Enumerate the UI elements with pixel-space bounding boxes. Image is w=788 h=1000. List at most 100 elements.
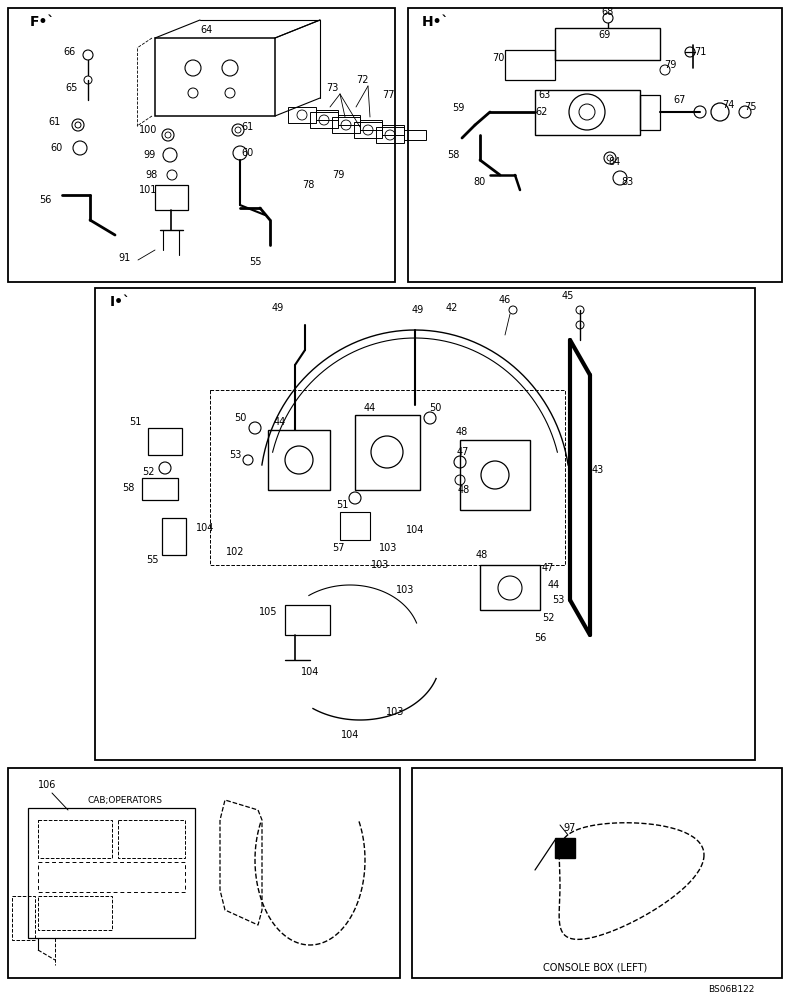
Text: 84: 84 — [609, 157, 621, 167]
Text: 44: 44 — [274, 417, 286, 427]
Text: 77: 77 — [382, 90, 395, 100]
Bar — [285, 605, 330, 635]
Bar — [480, 565, 540, 610]
Text: 56: 56 — [533, 633, 546, 643]
Bar — [38, 896, 112, 930]
Text: BS06B122: BS06B122 — [708, 986, 755, 994]
Text: 67: 67 — [674, 95, 686, 105]
Text: 49: 49 — [272, 303, 284, 313]
Bar — [332, 117, 360, 133]
Bar — [505, 50, 555, 80]
Text: 104: 104 — [341, 730, 359, 740]
Text: 60: 60 — [242, 148, 254, 158]
Text: 48: 48 — [456, 427, 468, 437]
Text: 100: 100 — [139, 125, 157, 135]
Bar — [155, 185, 188, 210]
Text: 103: 103 — [386, 707, 404, 717]
Text: 104: 104 — [195, 523, 214, 533]
Text: 52: 52 — [142, 467, 154, 477]
Bar — [412, 768, 782, 978]
Text: 70: 70 — [492, 53, 504, 63]
Text: 105: 105 — [258, 607, 277, 617]
Text: 104: 104 — [301, 667, 319, 677]
Bar — [8, 8, 395, 282]
Text: 49: 49 — [412, 305, 424, 315]
Text: 103: 103 — [396, 585, 414, 595]
Text: 44: 44 — [548, 580, 560, 590]
Text: 45: 45 — [562, 291, 574, 301]
Text: 91: 91 — [119, 253, 131, 263]
Text: 101: 101 — [139, 185, 157, 195]
Bar — [376, 127, 404, 143]
Text: 75: 75 — [744, 102, 756, 112]
Text: 104: 104 — [406, 525, 424, 535]
Text: 64: 64 — [201, 25, 213, 35]
Text: CONSOLE BOX (LEFT): CONSOLE BOX (LEFT) — [543, 963, 647, 973]
Text: 56: 56 — [39, 195, 51, 205]
Bar — [535, 90, 640, 135]
Text: 68: 68 — [602, 7, 614, 17]
Text: 73: 73 — [325, 83, 338, 93]
Text: 98: 98 — [146, 170, 158, 180]
Text: 44: 44 — [364, 403, 376, 413]
Text: H•`: H•` — [422, 15, 449, 29]
Text: 65: 65 — [66, 83, 78, 93]
Bar — [555, 838, 575, 858]
Bar — [408, 8, 782, 282]
Bar — [355, 415, 420, 490]
Bar — [162, 518, 186, 555]
Text: 58: 58 — [122, 483, 134, 493]
Text: 52: 52 — [541, 613, 554, 623]
Bar — [142, 478, 178, 500]
Text: I•`: I•` — [110, 295, 131, 309]
Text: 48: 48 — [476, 550, 488, 560]
Bar — [316, 110, 338, 120]
Bar — [310, 112, 338, 128]
Text: 80: 80 — [474, 177, 486, 187]
Text: 63: 63 — [539, 90, 551, 100]
Text: 106: 106 — [38, 780, 57, 790]
Text: 55: 55 — [146, 555, 158, 565]
Text: 53: 53 — [229, 450, 241, 460]
Text: 58: 58 — [447, 150, 459, 160]
Text: 61: 61 — [49, 117, 61, 127]
Text: 51: 51 — [128, 417, 141, 427]
Bar — [288, 107, 316, 123]
Bar — [38, 820, 112, 858]
Text: 102: 102 — [225, 547, 244, 557]
Bar — [404, 130, 426, 140]
Text: 46: 46 — [499, 295, 511, 305]
Text: 97: 97 — [563, 823, 576, 833]
Bar — [118, 820, 185, 858]
Bar — [28, 808, 195, 938]
Bar — [210, 390, 565, 565]
Bar — [354, 122, 382, 138]
Text: 78: 78 — [302, 180, 314, 190]
Text: 71: 71 — [693, 47, 706, 57]
Text: 103: 103 — [379, 543, 397, 553]
Bar — [38, 862, 185, 892]
Text: 74: 74 — [722, 100, 734, 110]
Text: 83: 83 — [622, 177, 634, 187]
Text: 50: 50 — [429, 403, 441, 413]
Text: 51: 51 — [336, 500, 348, 510]
Text: 57: 57 — [332, 543, 344, 553]
Text: 55: 55 — [249, 257, 262, 267]
Text: 79: 79 — [332, 170, 344, 180]
Text: 66: 66 — [64, 47, 76, 57]
Bar — [95, 288, 755, 760]
Bar — [148, 428, 182, 455]
Text: 50: 50 — [234, 413, 246, 423]
Bar — [155, 38, 275, 116]
Text: 62: 62 — [536, 107, 548, 117]
Text: 72: 72 — [355, 75, 368, 85]
Text: 53: 53 — [552, 595, 564, 605]
Bar — [555, 28, 660, 60]
Text: 59: 59 — [452, 103, 464, 113]
Bar — [640, 95, 660, 130]
Text: 60: 60 — [51, 143, 63, 153]
Text: 79: 79 — [663, 60, 676, 70]
Bar — [460, 440, 530, 510]
Text: 69: 69 — [599, 30, 611, 40]
Text: 43: 43 — [592, 465, 604, 475]
